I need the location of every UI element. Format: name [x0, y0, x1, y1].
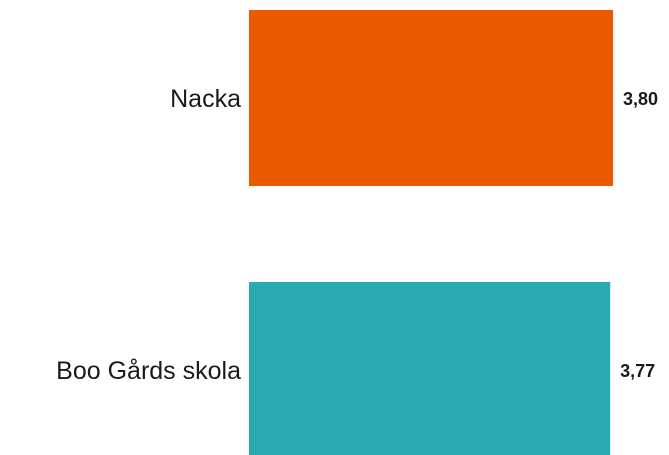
- bar-nacka: [249, 10, 614, 186]
- bar-boo-g-rds-skola: [249, 282, 611, 455]
- category-label-nacka: Nacka: [170, 85, 241, 113]
- value-label-boo-g-rds-skola: 3,77: [620, 361, 655, 381]
- value-label-nacka: 3,80: [623, 89, 658, 109]
- category-label-boo-g-rds-skola: Boo Gårds skola: [56, 357, 241, 385]
